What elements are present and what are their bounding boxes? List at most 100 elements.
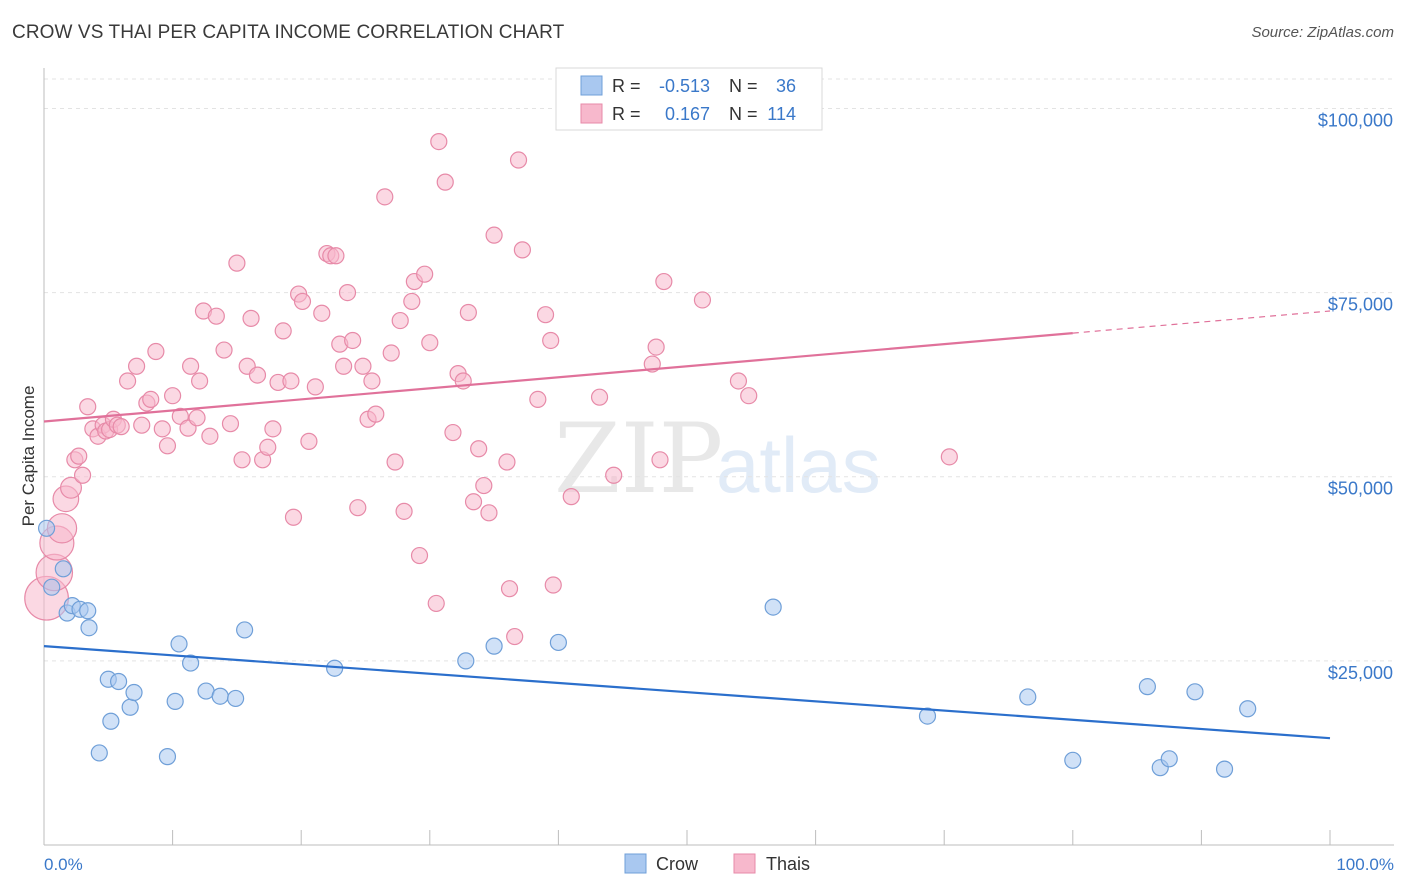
thai-point-36 xyxy=(221,415,240,433)
thai-point-26 xyxy=(164,387,182,405)
thai-point-18 xyxy=(118,372,137,390)
thai-point-41 xyxy=(248,366,267,384)
thai-point-84 xyxy=(470,440,488,458)
thai-point-74 xyxy=(416,265,434,283)
source-label: Source: ZipAtlas.com xyxy=(1251,24,1394,41)
crow-point-28 xyxy=(1019,688,1037,706)
watermark: ZIP atlas xyxy=(554,403,881,515)
thai-point-102 xyxy=(651,451,669,469)
thai-point-48 xyxy=(284,508,303,526)
crow-point-33 xyxy=(1186,683,1204,701)
crow-point-24 xyxy=(485,637,503,655)
thai-point-82 xyxy=(459,303,477,322)
thai-point-43 xyxy=(259,438,277,456)
thai-point-99 xyxy=(605,466,623,484)
thai-point-9 xyxy=(79,398,97,416)
series-thais-points xyxy=(24,133,958,646)
thai-point-19 xyxy=(127,357,146,375)
thai-point-20 xyxy=(133,416,151,434)
thai-trend-extension xyxy=(1072,310,1331,334)
thai-point-101 xyxy=(647,338,665,356)
thai-point-37 xyxy=(228,254,246,272)
legend-thai-swatch xyxy=(580,103,603,124)
thai-point-44 xyxy=(264,420,282,438)
crow-point-25 xyxy=(549,633,568,652)
crow-point-21 xyxy=(236,621,254,639)
thai-point-47 xyxy=(282,372,300,390)
thai-point-85 xyxy=(475,476,493,495)
thai-point-65 xyxy=(367,405,385,423)
legend-crow-n-value: 36 xyxy=(776,76,796,96)
crow-point-9 xyxy=(102,712,120,730)
y-tick-label-100000: $100,000 xyxy=(1318,110,1393,130)
crow-point-1 xyxy=(43,578,61,596)
thai-point-46 xyxy=(274,322,292,340)
thai-point-89 xyxy=(500,580,519,598)
thai-point-34 xyxy=(207,307,225,325)
x-tick-label-0: 0.0% xyxy=(44,855,83,874)
thai-point-33 xyxy=(201,427,219,445)
legend-thai-r-label: R = xyxy=(612,104,641,124)
thai-point-50 xyxy=(293,292,312,311)
series-crow-points xyxy=(37,519,1257,778)
thai-point-8 xyxy=(70,447,88,465)
crow-point-20 xyxy=(227,689,245,708)
chart-title: CROW VS THAI PER CAPITA INCOME CORRELATI… xyxy=(12,22,565,43)
thai-point-35 xyxy=(215,341,233,359)
crow-point-30 xyxy=(1138,678,1156,696)
thai-point-106 xyxy=(740,387,758,405)
thai-point-69 xyxy=(391,311,409,330)
legend-bottom-thai-swatch xyxy=(733,853,756,874)
thai-point-25 xyxy=(158,437,177,455)
legend-thai-n-label: N = xyxy=(729,104,758,124)
legend-thai-n-value: 114 xyxy=(767,104,796,124)
thai-point-92 xyxy=(513,241,531,259)
crow-point-17 xyxy=(182,654,200,672)
trend-lines xyxy=(43,310,1331,740)
watermark-zip: ZIP xyxy=(554,403,723,515)
axes xyxy=(43,68,1394,846)
thai-point-31 xyxy=(191,372,209,390)
thai-point-61 xyxy=(349,499,367,517)
thai-point-51 xyxy=(300,432,318,450)
thai-point-40 xyxy=(242,309,260,327)
thai-point-30 xyxy=(188,409,206,427)
thai-point-95 xyxy=(542,331,560,350)
thai-point-38 xyxy=(233,451,251,469)
x-axis-ticks xyxy=(43,830,1331,845)
thai-point-7 xyxy=(73,466,92,484)
thai-point-77 xyxy=(430,133,448,151)
thai-point-52 xyxy=(306,378,324,396)
thai-point-23 xyxy=(147,342,165,361)
thai-point-103 xyxy=(655,272,673,291)
thai-point-66 xyxy=(376,188,394,206)
thai-point-53 xyxy=(313,304,331,322)
y-axis-label: Per Capita Income xyxy=(19,386,38,527)
legend-crow-r-value: -0.513 xyxy=(659,76,710,96)
thai-point-96 xyxy=(544,576,562,594)
series-legend: Crow Thais xyxy=(624,853,810,874)
thai-point-78 xyxy=(436,173,454,191)
thai-point-71 xyxy=(403,292,421,311)
thai-point-70 xyxy=(395,502,413,520)
thai-point-97 xyxy=(562,488,580,506)
thai-point-98 xyxy=(590,388,609,406)
crow-point-23 xyxy=(457,652,475,670)
y-tick-label-75000: $75,000 xyxy=(1328,295,1393,315)
crow-point-14 xyxy=(158,748,177,766)
legend-crow-swatch xyxy=(580,75,603,96)
thai-point-104 xyxy=(693,291,712,309)
crow-point-35 xyxy=(1239,700,1257,718)
thai-point-59 xyxy=(338,283,357,302)
crow-point-16 xyxy=(170,635,188,653)
thai-point-5 xyxy=(60,476,83,499)
crow-point-26 xyxy=(764,598,782,616)
thai-point-86 xyxy=(480,504,498,522)
thai-point-107 xyxy=(940,448,958,466)
legend-bottom-crow-swatch xyxy=(624,853,647,874)
crow-point-10 xyxy=(109,672,128,691)
legend-bottom-thai-label: Thais xyxy=(766,854,810,874)
thai-point-29 xyxy=(182,357,200,375)
legend-crow-r-label: R = xyxy=(612,76,641,96)
